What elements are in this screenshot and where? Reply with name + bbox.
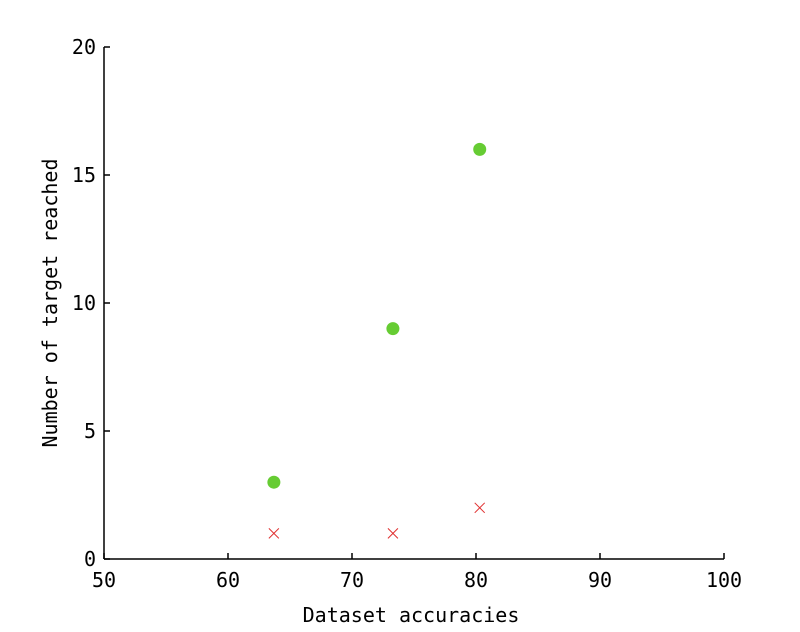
x-marker-stroke bbox=[387, 528, 399, 539]
y-axis-label: Number of target reached bbox=[38, 159, 62, 448]
y-tick-label: 10 bbox=[72, 291, 96, 315]
x-axis-label: Dataset accuracies bbox=[303, 603, 520, 627]
data-points bbox=[267, 142, 487, 539]
x-tick-label: 90 bbox=[588, 568, 612, 592]
axes bbox=[103, 47, 724, 560]
y-tick-label: 20 bbox=[72, 35, 96, 59]
data-point-circle bbox=[386, 322, 400, 336]
y-tick-label: 5 bbox=[84, 419, 96, 443]
x-tick-label: 70 bbox=[340, 568, 364, 592]
data-point-x bbox=[387, 528, 399, 539]
data-point-x bbox=[474, 502, 486, 514]
x-tick-label: 80 bbox=[464, 568, 488, 592]
y-tick-label: 0 bbox=[84, 547, 96, 571]
y-axis-ticks: 0 5 10 15 20 bbox=[72, 35, 110, 571]
x-tick-label: 50 bbox=[92, 568, 116, 592]
data-point-circle bbox=[473, 142, 487, 156]
x-axis-ticks: 50 60 70 80 90 100 bbox=[92, 553, 742, 592]
data-point-x bbox=[268, 528, 280, 539]
y-tick-label: 15 bbox=[72, 163, 96, 187]
x-marker-stroke bbox=[474, 502, 486, 514]
data-point-circle bbox=[267, 475, 281, 489]
x-marker-stroke bbox=[268, 528, 280, 539]
x-tick-label: 60 bbox=[216, 568, 240, 592]
x-tick-label: 100 bbox=[706, 568, 742, 592]
